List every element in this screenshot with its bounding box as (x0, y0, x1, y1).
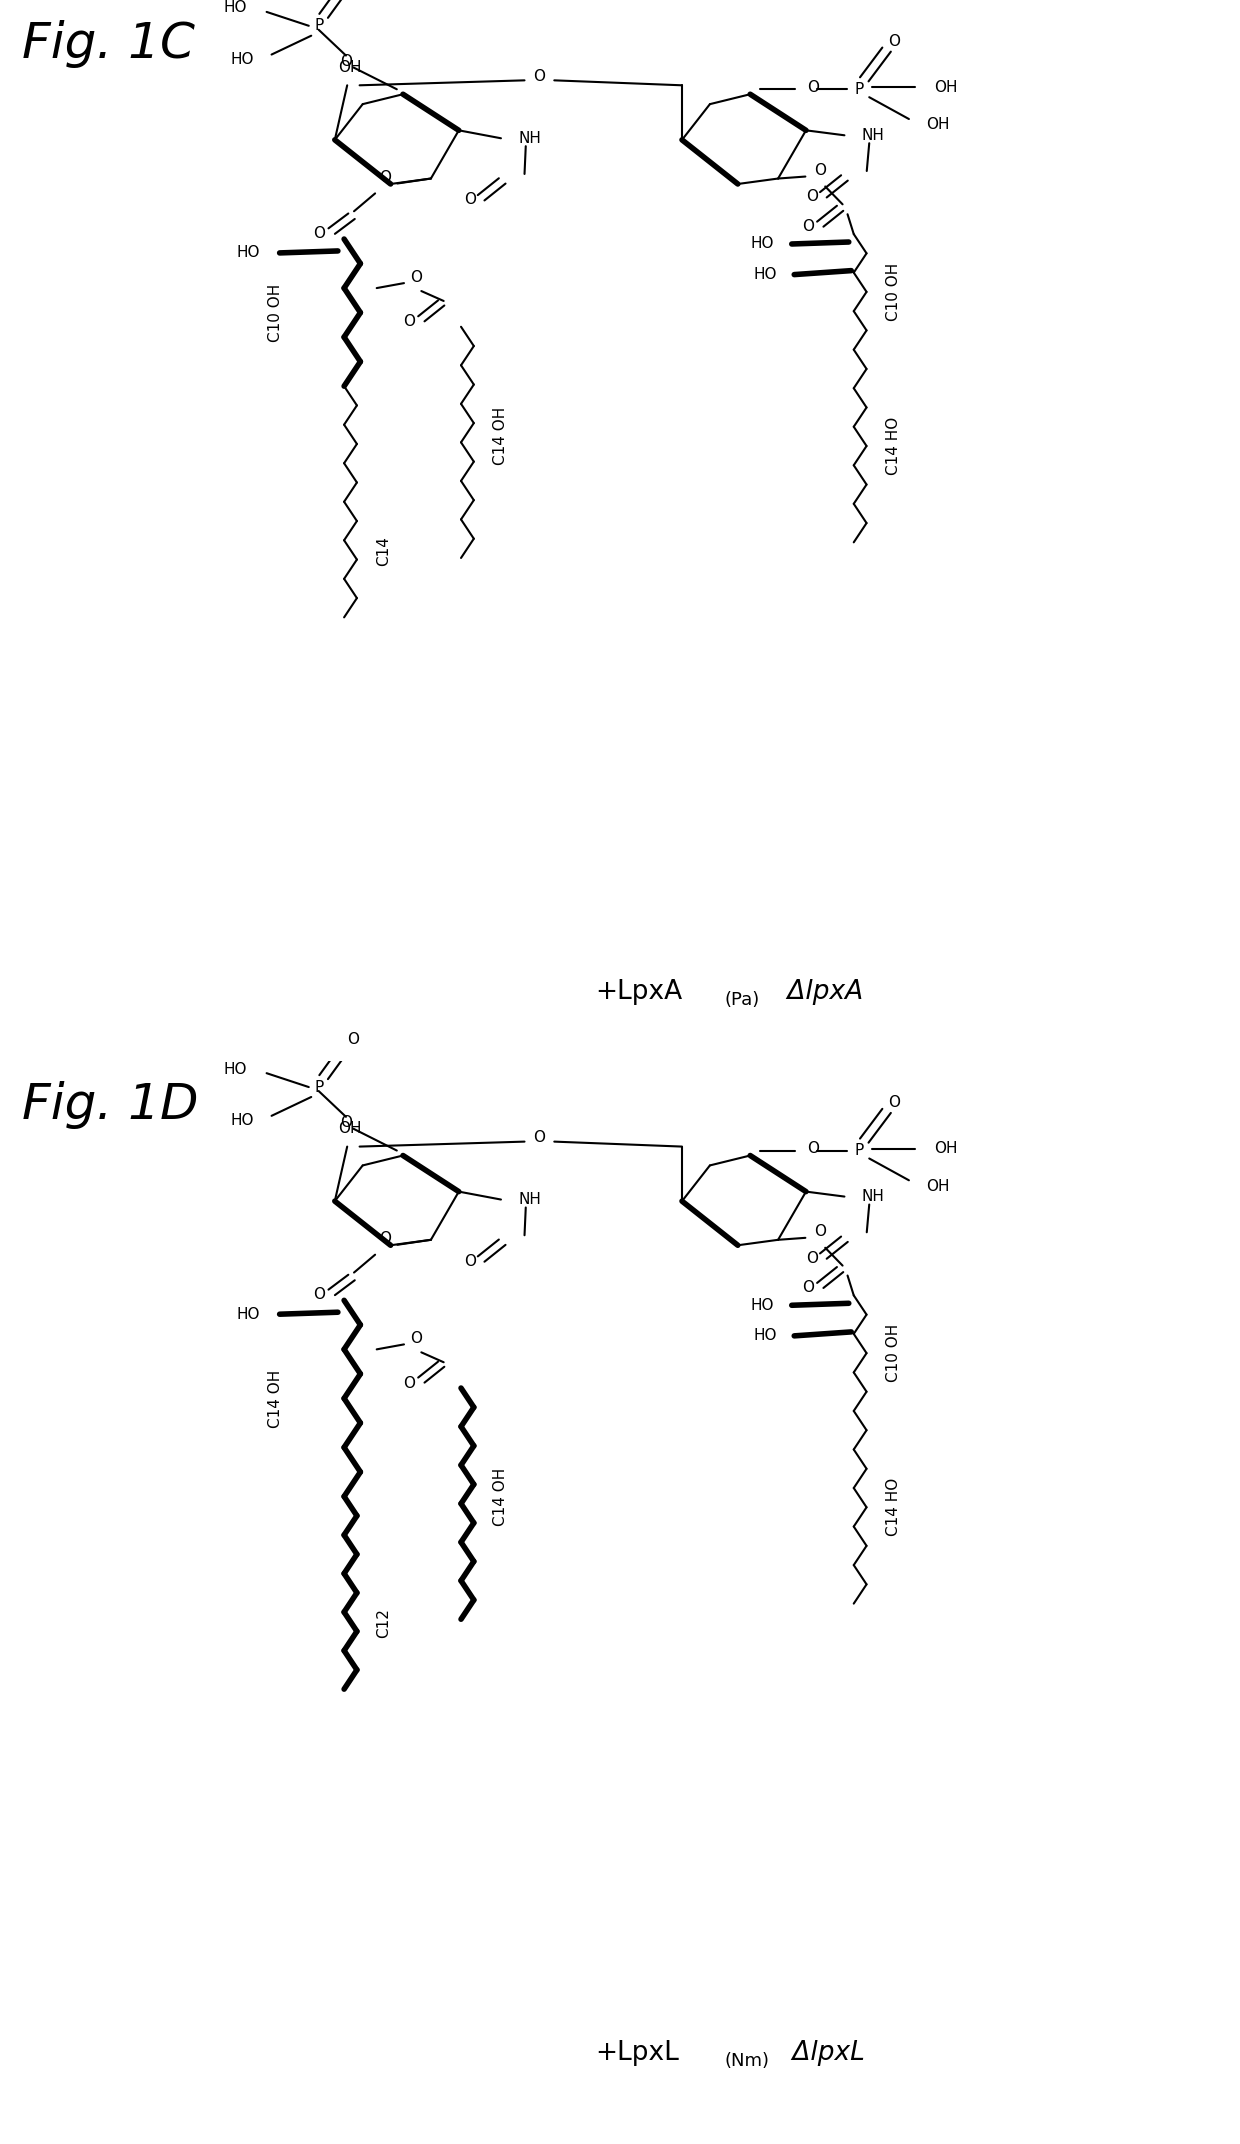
Text: (Pa): (Pa) (724, 991, 759, 1010)
Text: O: O (403, 315, 415, 330)
Text: C14 OH: C14 OH (494, 407, 508, 465)
Text: HO: HO (237, 244, 259, 259)
Text: O: O (314, 225, 325, 240)
Text: O: O (806, 1250, 818, 1265)
Text: NH: NH (862, 1190, 884, 1205)
Text: OH: OH (926, 118, 950, 133)
Text: HO: HO (231, 51, 254, 66)
Text: OH: OH (934, 79, 957, 94)
Text: NH: NH (518, 131, 541, 146)
Text: +LpxL: +LpxL (595, 2041, 680, 2067)
Text: O: O (815, 1224, 826, 1239)
Text: C14 OH: C14 OH (268, 1370, 284, 1428)
Text: O: O (379, 1231, 391, 1246)
Text: HO: HO (754, 268, 776, 283)
Text: O: O (464, 1254, 476, 1269)
Text: O: O (807, 79, 820, 94)
Text: OH: OH (339, 60, 361, 75)
Text: +LpxA: +LpxA (595, 980, 682, 1006)
Text: Fig. 1D: Fig. 1D (22, 1081, 198, 1130)
Text: O: O (403, 1376, 415, 1391)
Text: O: O (379, 169, 391, 184)
Text: HO: HO (754, 1329, 776, 1344)
Text: P: P (314, 19, 324, 34)
Text: O: O (410, 270, 423, 285)
Text: O: O (314, 1286, 325, 1301)
Text: (Nm): (Nm) (724, 2052, 769, 2071)
Text: C10 OH: C10 OH (885, 1325, 901, 1383)
Text: C14 OH: C14 OH (494, 1469, 508, 1527)
Text: OH: OH (339, 1121, 361, 1136)
Text: P: P (854, 81, 864, 96)
Text: C10 OH: C10 OH (885, 264, 901, 322)
Text: O: O (888, 34, 900, 49)
Text: O: O (340, 54, 352, 69)
Text: P: P (314, 1081, 324, 1096)
Text: O: O (888, 1096, 900, 1111)
Text: O: O (347, 1031, 360, 1046)
Text: O: O (533, 1130, 546, 1145)
Text: C12: C12 (376, 1608, 392, 1638)
Text: O: O (802, 1280, 813, 1295)
Text: Fig. 1C: Fig. 1C (22, 19, 195, 69)
Text: HO: HO (237, 1306, 259, 1321)
Text: HO: HO (223, 1061, 247, 1076)
Text: NH: NH (518, 1192, 541, 1207)
Text: ΔlpxA: ΔlpxA (779, 980, 863, 1006)
Text: OH: OH (934, 1141, 957, 1156)
Text: O: O (807, 1141, 820, 1156)
Text: C14: C14 (376, 536, 392, 566)
Text: HO: HO (223, 0, 247, 15)
Text: O: O (533, 69, 546, 84)
Text: HO: HO (231, 1113, 254, 1128)
Text: O: O (464, 193, 476, 208)
Text: HO: HO (751, 236, 774, 251)
Text: OH: OH (926, 1179, 950, 1194)
Text: NH: NH (862, 129, 884, 144)
Text: O: O (815, 163, 826, 178)
Text: O: O (410, 1331, 423, 1346)
Text: ΔlpxL: ΔlpxL (784, 2041, 864, 2067)
Text: P: P (854, 1143, 864, 1158)
Text: C14 HO: C14 HO (885, 416, 901, 476)
Text: C10 OH: C10 OH (268, 283, 284, 341)
Text: HO: HO (751, 1297, 774, 1312)
Text: O: O (340, 1115, 352, 1130)
Text: C14 HO: C14 HO (885, 1477, 901, 1537)
Text: O: O (802, 219, 813, 234)
Text: O: O (806, 189, 818, 204)
